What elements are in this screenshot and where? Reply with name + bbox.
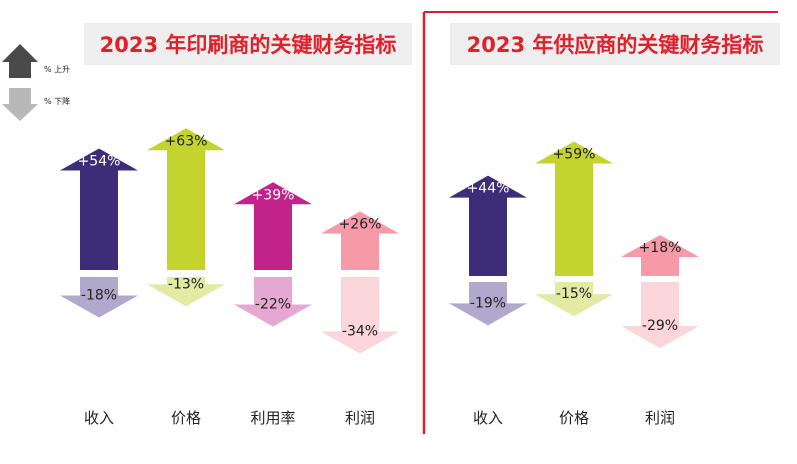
up-arrow-2 [535,141,613,276]
down-arrow-1 [449,282,527,326]
down-value-label-2: -13% [168,276,204,292]
panel-suppliers-title-bg [450,23,780,65]
category-label-2: 价格 [559,409,589,427]
down-arrow-1 [60,277,138,318]
up-value-label-3: +18% [639,240,682,256]
down-value-label-4: -34% [342,324,378,340]
panel-printers: 2023 年印刷商的关键财务指标 +54% -18% 收入 +63% -13% 价格 +39… [60,23,412,427]
down-arrow-3 [621,282,699,349]
down-arrow-3 [234,277,312,327]
legend-up-label: % 上升 [44,65,70,74]
up-value-label-2: +63% [165,133,208,149]
up-value-label-2: +59% [553,146,596,162]
up-arrow-3 [234,182,312,270]
up-arrow-4 [321,211,399,270]
down-arrow-2 [147,277,225,307]
up-value-label-3: +39% [252,187,295,203]
up-arrow-1 [60,148,138,270]
category-label-1: 收入 [473,409,503,427]
down-arrow-2 [535,282,613,317]
down-arrow-4 [321,277,399,354]
up-arrow-1 [449,175,527,276]
panel-suppliers-title: 2023 年供应商的关键财务指标 [467,33,764,57]
up-arrow-3 [621,234,699,276]
category-label-2: 价格 [171,409,201,427]
up-value-label-1: +54% [78,154,121,170]
legend-down-arrow-icon [2,88,38,121]
down-value-label-3: -29% [642,318,678,334]
legend-down-label: % 下降 [44,96,70,106]
panel-printers-title-bg [84,23,412,65]
panel-printers-marks: +54% -18% 收入 +63% -13% 价格 +39% -22% 利用率 +26% -34% 利… [60,128,399,427]
panel-suppliers-marks: +44% -19% 收入 +59% -15% 价格 +18% -29% 利润 [449,141,699,427]
panel-printers-title: 2023 年印刷商的关键财务指标 [100,33,397,57]
down-value-label-1: -19% [470,295,506,311]
category-label-1: 收入 [84,409,114,427]
legend: % 上升 % 下降 [2,44,70,121]
down-value-label-2: -15% [556,286,592,302]
down-value-label-3: -22% [255,297,291,313]
legend-up-arrow-icon [2,44,38,78]
down-value-label-1: -18% [81,288,117,304]
up-value-label-1: +44% [467,181,510,197]
category-label-4: 利润 [345,409,375,427]
category-label-3: 利用率 [250,409,295,427]
category-label-3: 利润 [645,409,675,427]
up-arrow-2 [147,128,225,270]
panel-suppliers: 2023 年供应商的关键财务指标 +44% -19% 收入 +59% -15% 价格 +18… [449,23,780,427]
up-value-label-4: +26% [339,217,382,233]
